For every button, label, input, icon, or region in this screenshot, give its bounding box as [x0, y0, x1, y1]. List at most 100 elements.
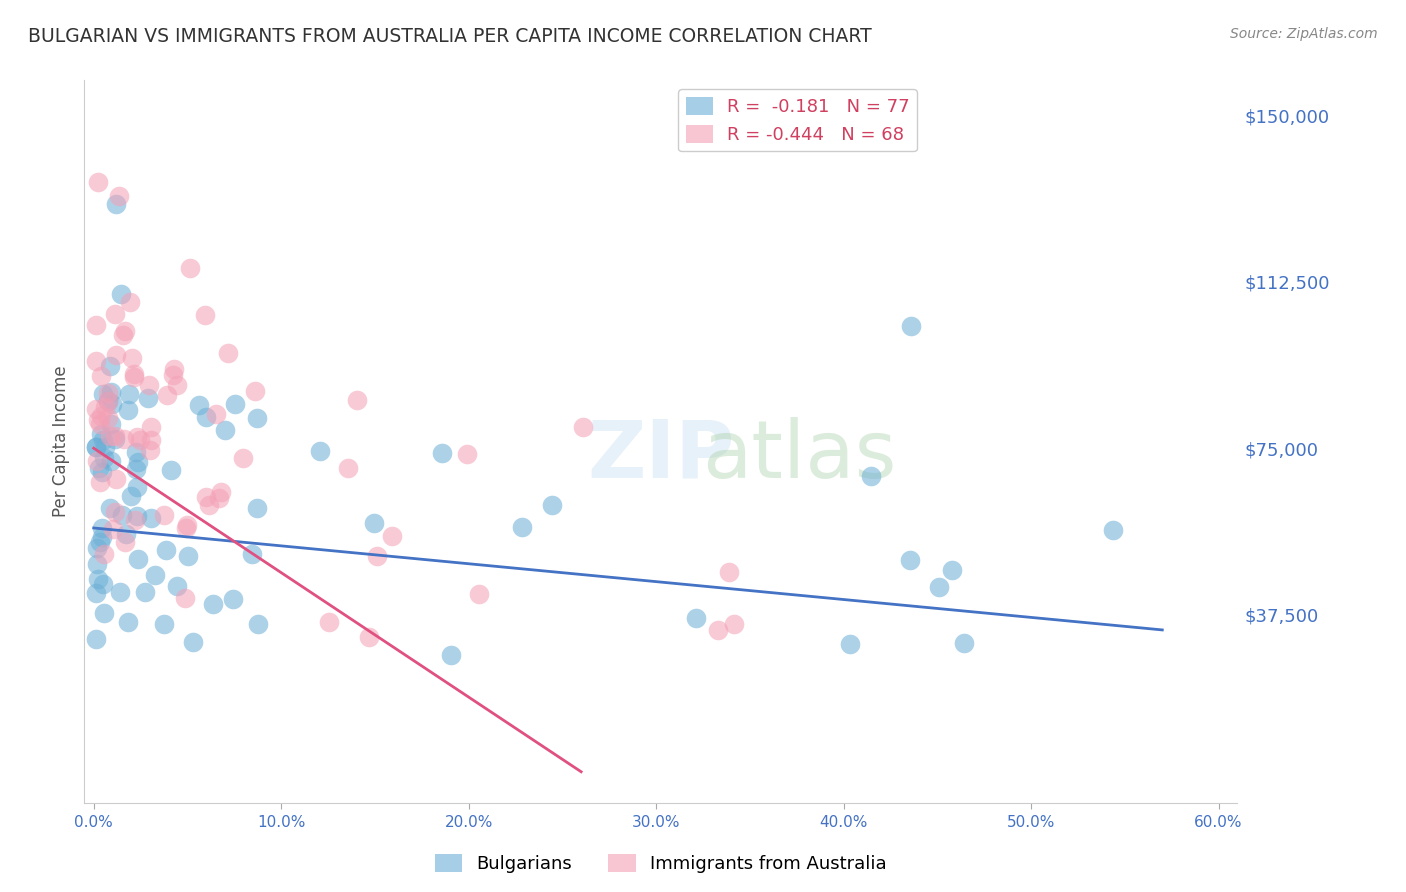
Immigrants from Australia [166, 377, 188, 392]
Immigrants from Australia [112, 327, 135, 342]
Bulgarians [125, 480, 148, 494]
Immigrants from Australia [153, 508, 176, 522]
Immigrants from Australia [139, 443, 162, 458]
Immigrants from Australia [176, 520, 198, 534]
Bulgarians [90, 530, 112, 544]
Immigrants from Australia [93, 547, 115, 561]
Immigrants from Australia [336, 461, 359, 475]
Immigrants from Australia [87, 413, 110, 427]
Bulgarians [181, 635, 204, 649]
Bulgarians [100, 417, 122, 431]
Bulgarians [94, 440, 117, 454]
Immigrants from Australia [162, 368, 184, 382]
Immigrants from Australia [104, 307, 127, 321]
Bulgarians [214, 423, 236, 437]
Text: BULGARIAN VS IMMIGRANTS FROM AUSTRALIA PER CAPITA INCOME CORRELATION CHART: BULGARIAN VS IMMIGRANTS FROM AUSTRALIA P… [28, 27, 872, 45]
Bulgarians [246, 411, 269, 425]
Immigrants from Australia [359, 630, 381, 644]
Bulgarians [136, 391, 159, 405]
Bulgarians [222, 592, 245, 607]
Bulgarians [430, 446, 453, 460]
Immigrants from Australia [176, 517, 198, 532]
Bulgarians [90, 426, 112, 441]
Bulgarians [125, 462, 148, 476]
Immigrants from Australia [205, 407, 228, 421]
Immigrants from Australia [318, 615, 340, 629]
Bulgarians [510, 520, 533, 534]
Bulgarians [86, 541, 108, 555]
Bulgarians [91, 386, 114, 401]
Bulgarians [195, 409, 218, 424]
Immigrants from Australia [94, 400, 117, 414]
Bulgarians [127, 552, 149, 566]
Bulgarians [188, 398, 211, 412]
Immigrants from Australia [107, 188, 129, 202]
Immigrants from Australia [122, 370, 145, 384]
Immigrants from Australia [209, 485, 232, 500]
Bulgarians [125, 445, 148, 459]
Bulgarians [84, 440, 107, 454]
Bulgarians [110, 286, 132, 301]
Bulgarians [685, 611, 707, 625]
Bulgarians [90, 466, 112, 480]
Bulgarians [134, 585, 156, 599]
Bulgarians [240, 548, 263, 562]
Bulgarians [1101, 523, 1123, 537]
Immigrants from Australia [194, 491, 217, 505]
Bulgarians [440, 648, 463, 662]
Immigrants from Australia [156, 388, 179, 402]
Bulgarians [89, 535, 111, 549]
Text: Source: ZipAtlas.com: Source: ZipAtlas.com [1230, 27, 1378, 41]
Bulgarians [87, 573, 110, 587]
Immigrants from Australia [89, 475, 111, 490]
Bulgarians [100, 385, 122, 400]
Immigrants from Australia [114, 534, 136, 549]
Bulgarians [120, 489, 142, 503]
Immigrants from Australia [346, 393, 368, 408]
Immigrants from Australia [84, 318, 107, 332]
Y-axis label: Per Capita Income: Per Capita Income [52, 366, 70, 517]
Immigrants from Australia [208, 491, 231, 505]
Immigrants from Australia [163, 362, 186, 376]
Immigrants from Australia [174, 591, 197, 606]
Bulgarians [308, 444, 330, 458]
Bulgarians [859, 469, 882, 483]
Immigrants from Australia [194, 308, 217, 322]
Bulgarians [98, 500, 121, 515]
Immigrants from Australia [104, 429, 127, 443]
Bulgarians [84, 632, 107, 647]
Bulgarians [101, 397, 124, 411]
Immigrants from Australia [89, 417, 111, 431]
Immigrants from Australia [179, 260, 201, 275]
Bulgarians [91, 434, 114, 448]
Immigrants from Australia [97, 385, 120, 400]
Bulgarians [155, 543, 177, 558]
Bulgarians [100, 454, 122, 468]
Immigrants from Australia [723, 616, 745, 631]
Bulgarians [246, 617, 269, 632]
Bulgarians [202, 597, 225, 611]
Legend: Bulgarians, Immigrants from Australia: Bulgarians, Immigrants from Australia [427, 847, 894, 880]
Immigrants from Australia [118, 294, 141, 309]
Bulgarians [540, 498, 562, 512]
Bulgarians [152, 617, 174, 632]
Immigrants from Australia [97, 410, 120, 425]
Immigrants from Australia [84, 401, 107, 416]
Bulgarians [941, 563, 963, 577]
Bulgarians [166, 579, 188, 593]
Immigrants from Australia [90, 368, 112, 383]
Bulgarians [114, 526, 136, 541]
Immigrants from Australia [105, 348, 128, 362]
Bulgarians [97, 394, 120, 409]
Immigrants from Australia [138, 378, 160, 392]
Bulgarians [104, 197, 127, 211]
Immigrants from Australia [217, 346, 239, 360]
Bulgarians [953, 636, 976, 650]
Immigrants from Australia [97, 394, 120, 409]
Bulgarians [160, 463, 183, 477]
Immigrants from Australia [198, 498, 221, 512]
Bulgarians [246, 501, 269, 516]
Text: atlas: atlas [702, 417, 897, 495]
Bulgarians [900, 318, 922, 333]
Bulgarians [84, 586, 107, 600]
